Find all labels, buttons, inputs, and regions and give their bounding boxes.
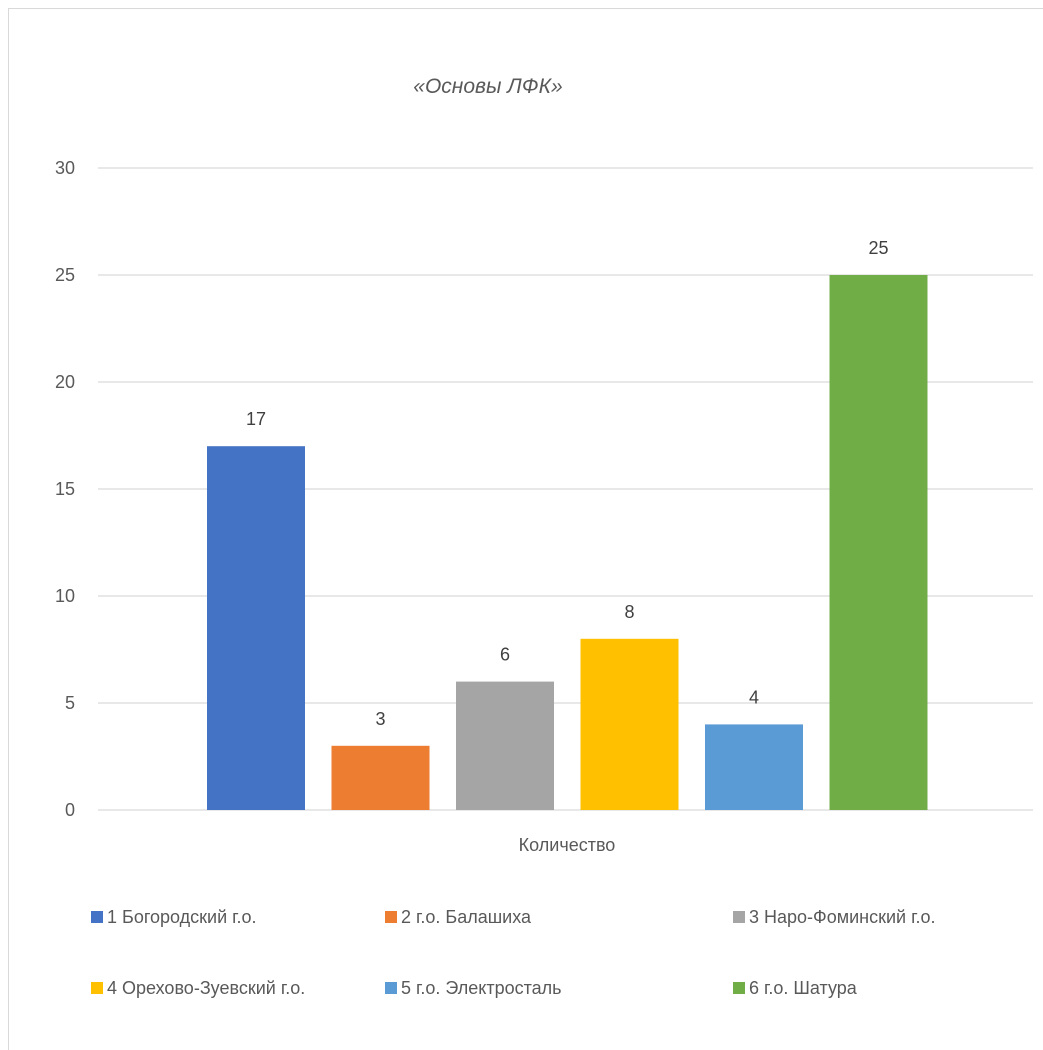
- data-label-series-2: 3: [375, 709, 385, 729]
- data-label-series-4: 8: [624, 602, 634, 622]
- legend-label-6: 6 г.о. Шатура: [749, 978, 858, 998]
- bar-series-5: [705, 724, 803, 810]
- y-tick-label: 0: [65, 800, 75, 820]
- y-tick-label: 20: [55, 372, 75, 392]
- bar-series-2: [331, 745, 430, 810]
- data-label-series-3: 6: [500, 645, 510, 665]
- data-labels: 17 3 6 8 4 25: [246, 238, 889, 729]
- legend-swatch-6: [733, 982, 745, 994]
- legend-label-2: 2 г.о. Балашиха: [401, 907, 532, 927]
- legend-swatch-5: [385, 982, 397, 994]
- y-tick-label: 5: [65, 693, 75, 713]
- legend-swatch-2: [385, 911, 397, 923]
- y-tick-label: 10: [55, 586, 75, 606]
- bar-series-1: [207, 446, 305, 810]
- y-axis-ticks: 0 5 10 15 20 25 30: [55, 158, 75, 820]
- bar-series-6: [829, 275, 928, 810]
- legend-label-4: 4 Орехово-Зуевский г.о.: [107, 978, 305, 998]
- legend-swatch-1: [91, 911, 103, 923]
- bars: [207, 275, 928, 810]
- data-label-series-5: 4: [749, 687, 759, 707]
- bar-series-3: [456, 681, 554, 810]
- legend-swatch-4: [91, 982, 103, 994]
- legend-label-3: 3 Наро-Фоминский г.о.: [749, 907, 935, 927]
- legend-label-5: 5 г.о. Электросталь: [401, 978, 562, 998]
- legend-swatch-3: [733, 911, 745, 923]
- y-tick-label: 15: [55, 479, 75, 499]
- bar-series-4: [580, 638, 679, 810]
- x-axis-label: Количество: [519, 835, 616, 855]
- y-tick-label: 25: [55, 265, 75, 285]
- data-label-series-6: 25: [868, 238, 888, 258]
- chart-title: «Основы ЛФК»: [413, 75, 562, 98]
- y-tick-label: 30: [55, 158, 75, 178]
- legend: 1 Богородский г.о. 2 г.о. Балашиха 3 Наро-…: [91, 907, 935, 998]
- data-label-series-1: 17: [246, 409, 266, 429]
- legend-label-1: 1 Богородский г.о.: [107, 907, 257, 927]
